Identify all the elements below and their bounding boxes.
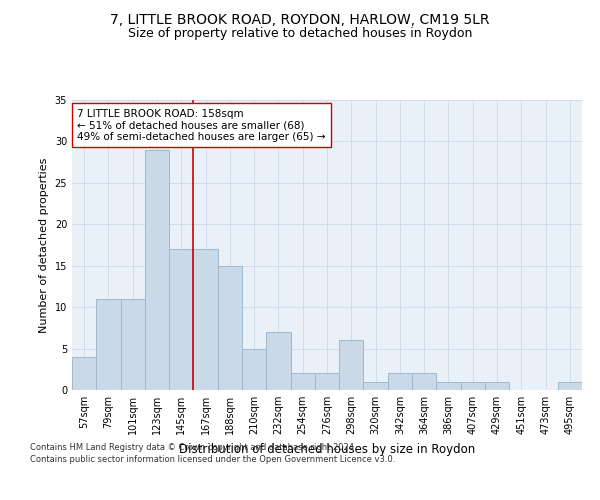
Text: Contains public sector information licensed under the Open Government Licence v3: Contains public sector information licen… xyxy=(30,455,395,464)
Bar xyxy=(145,150,169,390)
Text: Size of property relative to detached houses in Roydon: Size of property relative to detached ho… xyxy=(128,28,472,40)
Bar xyxy=(388,374,412,390)
Bar xyxy=(266,332,290,390)
Text: 7 LITTLE BROOK ROAD: 158sqm
← 51% of detached houses are smaller (68)
49% of sem: 7 LITTLE BROOK ROAD: 158sqm ← 51% of det… xyxy=(77,108,326,142)
Bar xyxy=(315,374,339,390)
Bar xyxy=(412,374,436,390)
Bar xyxy=(72,357,96,390)
Bar xyxy=(485,382,509,390)
X-axis label: Distribution of detached houses by size in Roydon: Distribution of detached houses by size … xyxy=(179,442,475,456)
Bar xyxy=(193,249,218,390)
Text: Contains HM Land Registry data © Crown copyright and database right 2024.: Contains HM Land Registry data © Crown c… xyxy=(30,442,356,452)
Bar xyxy=(169,249,193,390)
Bar xyxy=(290,374,315,390)
Bar xyxy=(364,382,388,390)
Y-axis label: Number of detached properties: Number of detached properties xyxy=(39,158,49,332)
Bar xyxy=(339,340,364,390)
Bar xyxy=(436,382,461,390)
Bar xyxy=(121,299,145,390)
Text: 7, LITTLE BROOK ROAD, ROYDON, HARLOW, CM19 5LR: 7, LITTLE BROOK ROAD, ROYDON, HARLOW, CM… xyxy=(110,12,490,26)
Bar xyxy=(461,382,485,390)
Bar xyxy=(558,382,582,390)
Bar xyxy=(218,266,242,390)
Bar xyxy=(242,348,266,390)
Bar xyxy=(96,299,121,390)
